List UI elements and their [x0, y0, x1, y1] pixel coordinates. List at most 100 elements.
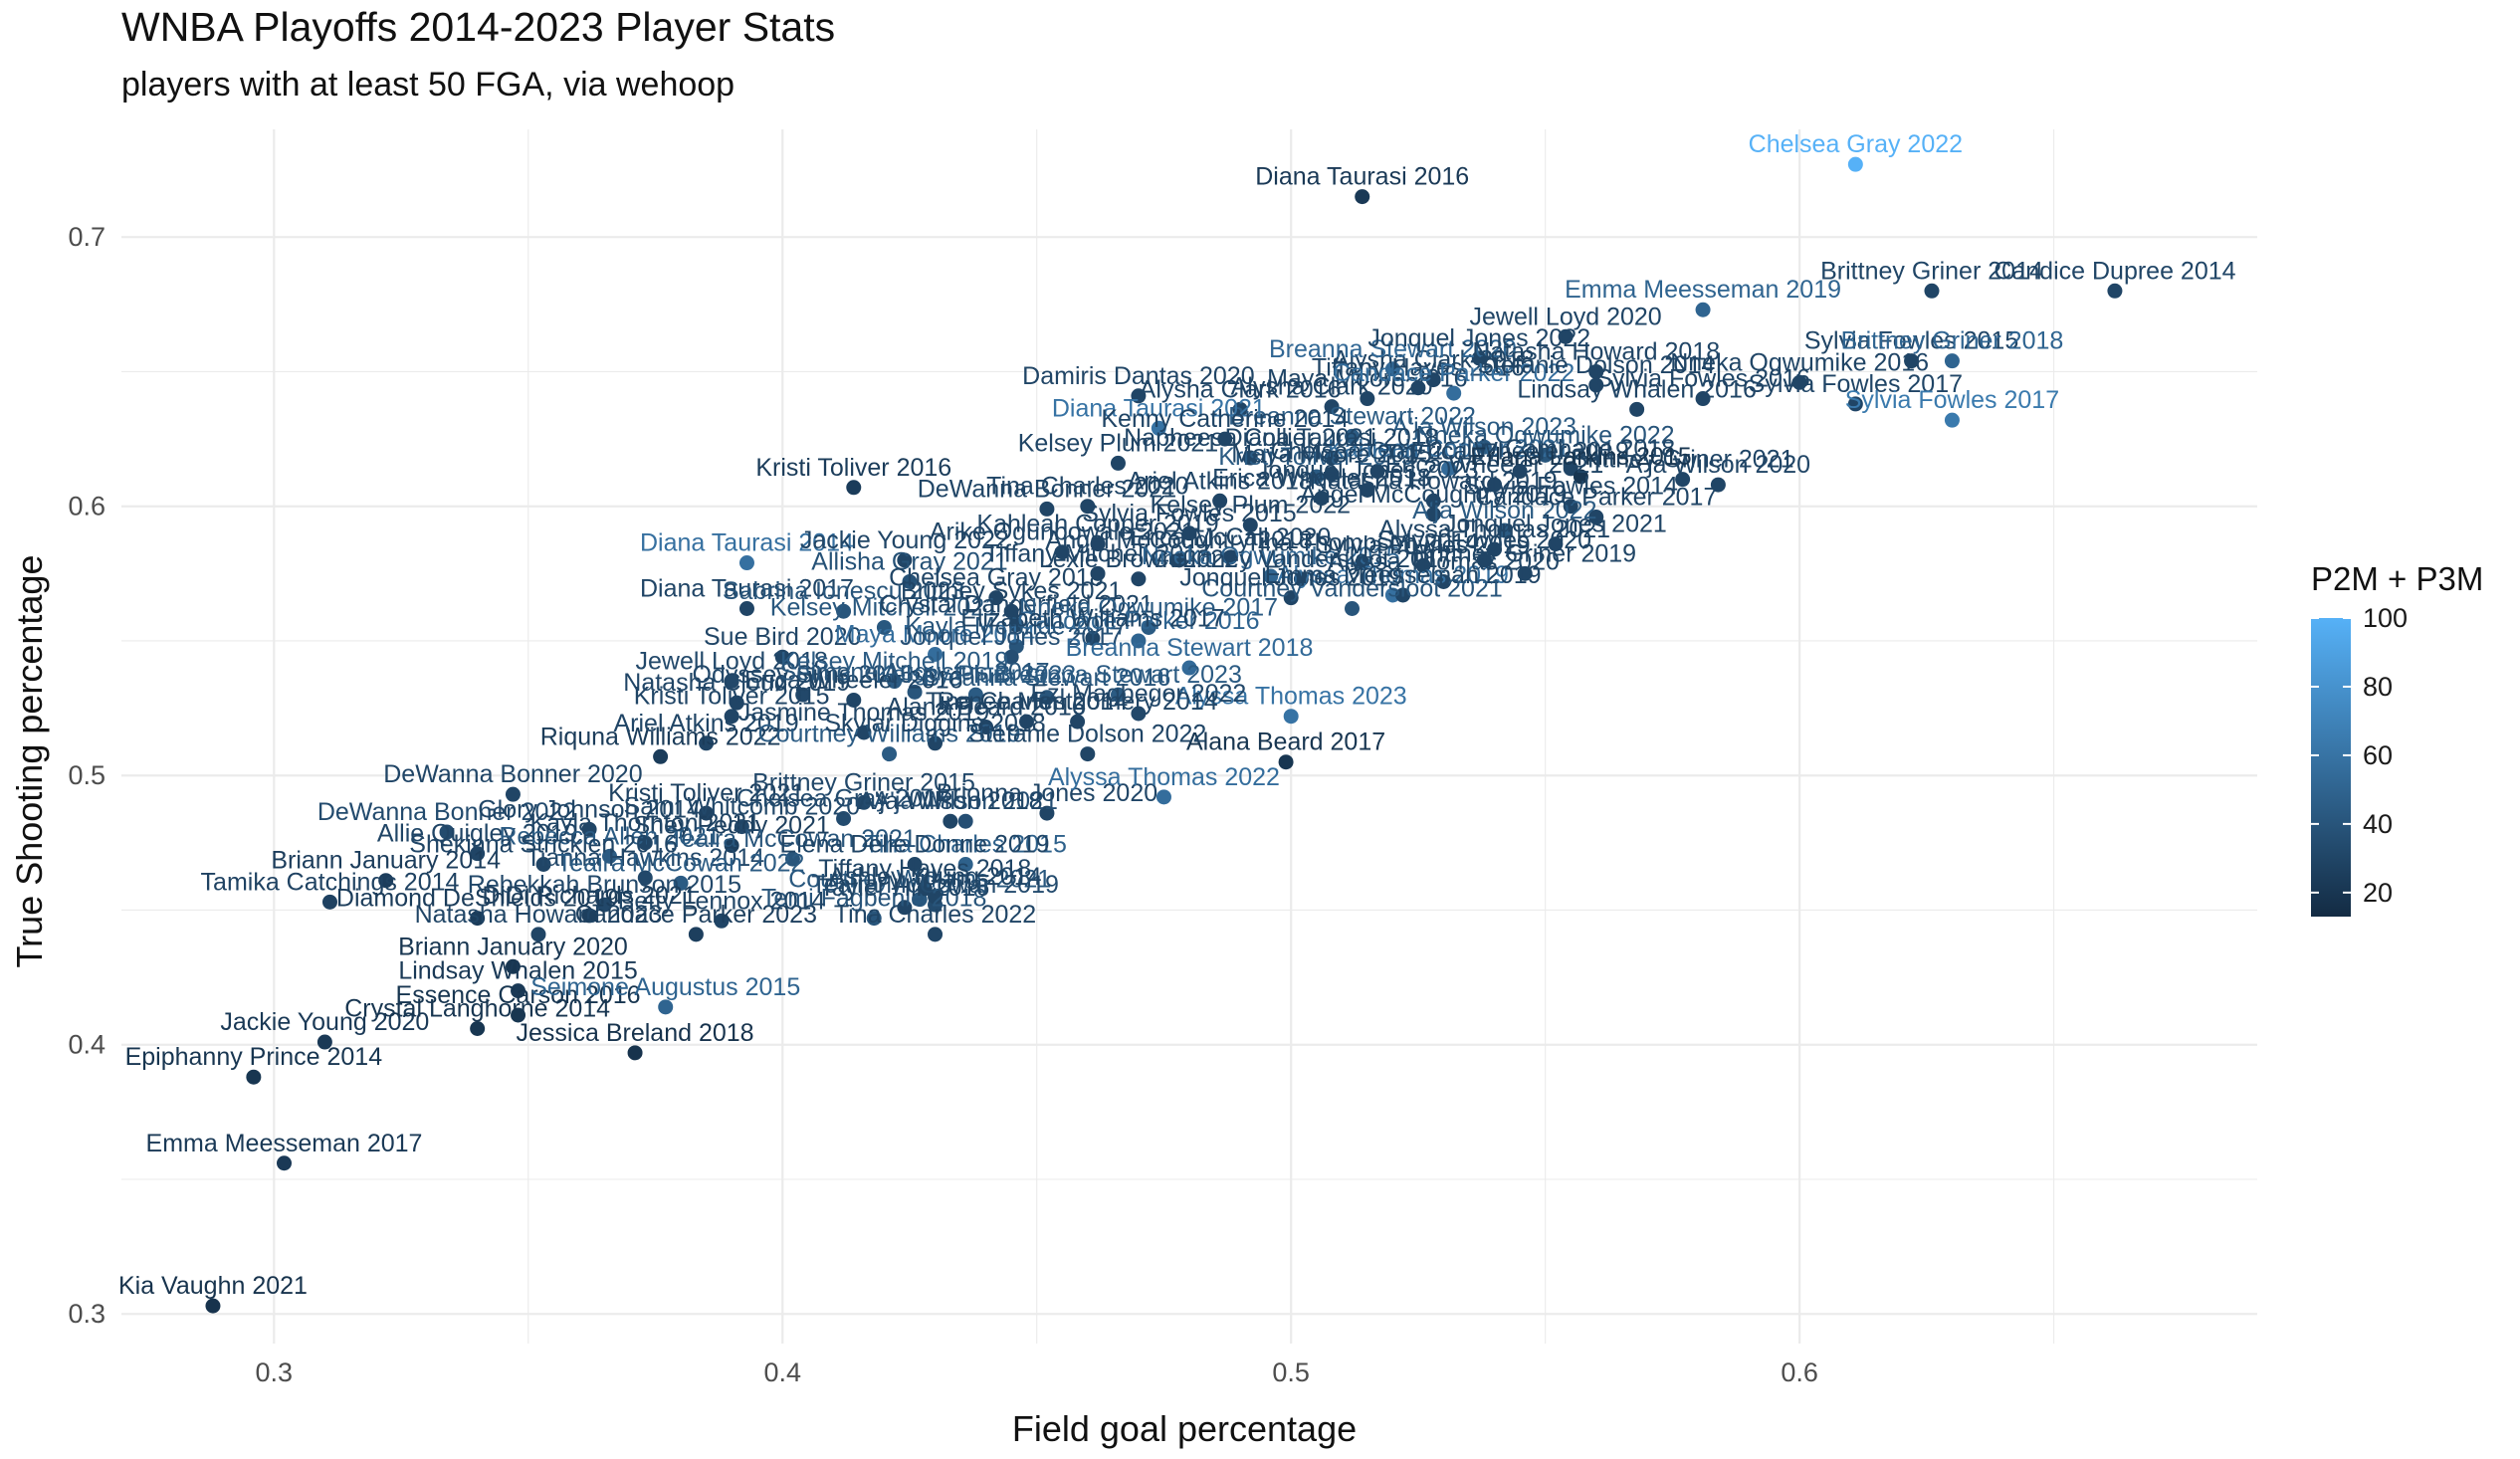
point-label: Natasha Howard 2023 [415, 901, 663, 929]
data-point [1695, 391, 1711, 407]
point-label: Courtney Williams 2019 [758, 721, 1021, 748]
point-label: Erica Wheeler 2021 [1385, 451, 1604, 479]
point-label: Nneka Ogwumike 2017 [1019, 593, 1278, 621]
point-label: Nneka Ogwumike 2016 [1670, 348, 1929, 376]
point-label: Kahleah Copper 2021 [1328, 435, 1570, 463]
data-point [699, 735, 715, 751]
data-point [897, 900, 913, 916]
point-label: Alana Beard 2017 [1186, 729, 1385, 756]
legend-tick-label: 60 [2363, 740, 2393, 770]
data-point [724, 709, 739, 725]
data-point [1039, 501, 1055, 517]
y-tick-label: 0.6 [68, 492, 105, 521]
y-tick-label: 0.5 [68, 760, 105, 790]
data-point [439, 824, 455, 840]
data-point [1904, 353, 1920, 369]
data-point [673, 875, 689, 891]
point-label: DiDi Richards 2021 [482, 882, 696, 910]
data-point [836, 811, 852, 827]
data-point [1309, 469, 1325, 485]
point-label: Jasmine Thomas 2019 [738, 699, 989, 727]
point-label: DeWanna Bonner 2022 [317, 798, 576, 826]
data-point [1110, 455, 1126, 471]
data-point [1018, 714, 1034, 730]
point-label: Maya Moore 2016 [1267, 365, 1468, 393]
y-tick-label: 0.7 [68, 222, 105, 252]
data-point [724, 674, 739, 690]
x-axis-label: Field goal percentage [1012, 1408, 1357, 1449]
point-label: Brittney Griner 2018 [1841, 327, 2064, 355]
point-label: Candace Parker 2017 [1475, 484, 1717, 512]
point-label: Stefanie Dolson 2014 [1477, 351, 1715, 379]
chart-subtitle: players with at least 50 FGA, via wehoop [121, 66, 735, 104]
point-label: Briann January 2020 [398, 933, 628, 960]
data-point [470, 911, 486, 927]
point-label: Crystal Langhorne 2014 [344, 995, 610, 1023]
data-point [277, 1155, 293, 1171]
data-point [1369, 464, 1385, 480]
point-label: Kristi Toliver 2016 [755, 454, 951, 482]
grid-lines [121, 129, 2257, 1344]
data-point [581, 908, 597, 924]
point-label: Arike Ogunbowale 2021 [930, 519, 1195, 546]
data-point [246, 1069, 262, 1085]
point-label: Alyssa Thomas 2023 [1175, 683, 1407, 711]
point-label: Teaira McCowan 2019 [811, 871, 1059, 899]
point-label: Lindsay Whalen 2016 [1517, 375, 1756, 403]
point-label: Brionna Jones 2020 [937, 779, 1157, 807]
point-label: Jessica Breland 2018 [517, 1019, 754, 1047]
data-point [1278, 754, 1294, 770]
data-point [897, 552, 913, 568]
data-point [1232, 401, 1248, 417]
point-label: Glory Johnson 2014 [478, 795, 701, 823]
point-label: Angel McCoughtry 2019 [1300, 481, 1567, 509]
point-label: Riquna Williams 2022 [540, 723, 781, 750]
data-point [1242, 518, 1258, 533]
data-point [1171, 552, 1187, 568]
point-label: Kristi Toliver 2019 [1218, 443, 1414, 471]
data-point [1425, 372, 1441, 388]
data-point [928, 646, 944, 662]
point-label: DeWanna Bonner 2020 [383, 760, 642, 788]
point-label: Epiphanny Prince 2014 [125, 1043, 383, 1071]
y-tick-label: 0.3 [68, 1299, 105, 1329]
point-label: Breanna Stewart 2018 [1066, 634, 1314, 662]
data-point [1324, 466, 1340, 482]
data-point [1563, 461, 1578, 477]
data-point [1155, 789, 1171, 805]
point-label: Seimone Augustus 2017 [780, 658, 1050, 686]
data-point [658, 999, 674, 1015]
data-point [1675, 472, 1691, 488]
data-point [738, 555, 754, 571]
point-label: Sylvia Fowles 2020 [1377, 526, 1591, 554]
point-label: Erica Wheeler 2019 [1410, 438, 1629, 466]
data-point [653, 748, 669, 764]
point-label: Diana Taurasi 2016 [1255, 163, 1469, 191]
x-tick-label: 0.5 [1272, 1357, 1310, 1387]
data-point [917, 881, 933, 897]
data-point [470, 846, 486, 862]
data-point [1212, 493, 1228, 509]
data-point [1003, 649, 1019, 665]
legend-tick-label: 80 [2363, 672, 2393, 702]
data-point [1222, 549, 1238, 565]
point-label: Maya Moore 2015 [1231, 440, 1432, 468]
point-label: Sylvia Fowles 2015 [1804, 327, 2018, 355]
point-label: Renee Montgomery 2014 [938, 688, 1218, 716]
point-label: Lexie Brown 2022 [1039, 545, 1238, 573]
data-point [1085, 630, 1101, 646]
data-point [957, 856, 973, 872]
point-label: Jonquel Jones 2021 [1444, 511, 1667, 538]
point-label: Jewell Loyd 2020 [1470, 303, 1662, 330]
point-label: Jackie Young 2022 [800, 526, 1009, 554]
data-point [1131, 571, 1147, 587]
data-point [1283, 709, 1299, 725]
point-label: Kahleah Copper 2019 [976, 511, 1218, 538]
data-point [1791, 374, 1807, 390]
data-point [928, 735, 944, 751]
point-label: Jonquel Jones 2022 [1367, 324, 1590, 352]
data-point [1181, 525, 1197, 541]
point-label: Tina Charles 2015 [865, 830, 1067, 858]
data-point [1517, 565, 1533, 581]
